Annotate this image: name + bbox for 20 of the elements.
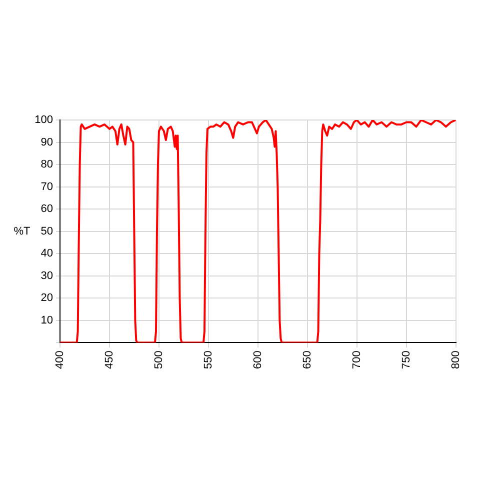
y-tick-label: 30 — [40, 270, 53, 282]
y-tick-label: 90 — [40, 136, 53, 148]
y-tick-label: 20 — [40, 292, 53, 304]
x-tick-label: 700 — [350, 350, 363, 370]
y-tick-label: 10 — [40, 314, 53, 326]
x-tick-label: 550 — [202, 350, 214, 370]
y-tick-label: 60 — [40, 203, 53, 216]
x-tick-label: 600 — [252, 350, 264, 370]
x-tick-label: 750 — [400, 350, 412, 370]
y-tick-label: 80 — [40, 158, 53, 171]
x-tick-label: 650 — [301, 350, 314, 370]
x-tick-label: 450 — [104, 350, 116, 370]
x-tick-label: 400 — [54, 350, 66, 370]
x-tick-label: 800 — [450, 350, 462, 370]
y-axis-title: %T — [14, 225, 31, 238]
y-tick-label: 100 — [34, 114, 53, 126]
y-tick-label: 50 — [40, 225, 53, 238]
y-tick-label: 70 — [40, 180, 53, 193]
x-tick-label: 500 — [152, 350, 165, 370]
y-tick-label: 40 — [40, 248, 53, 260]
